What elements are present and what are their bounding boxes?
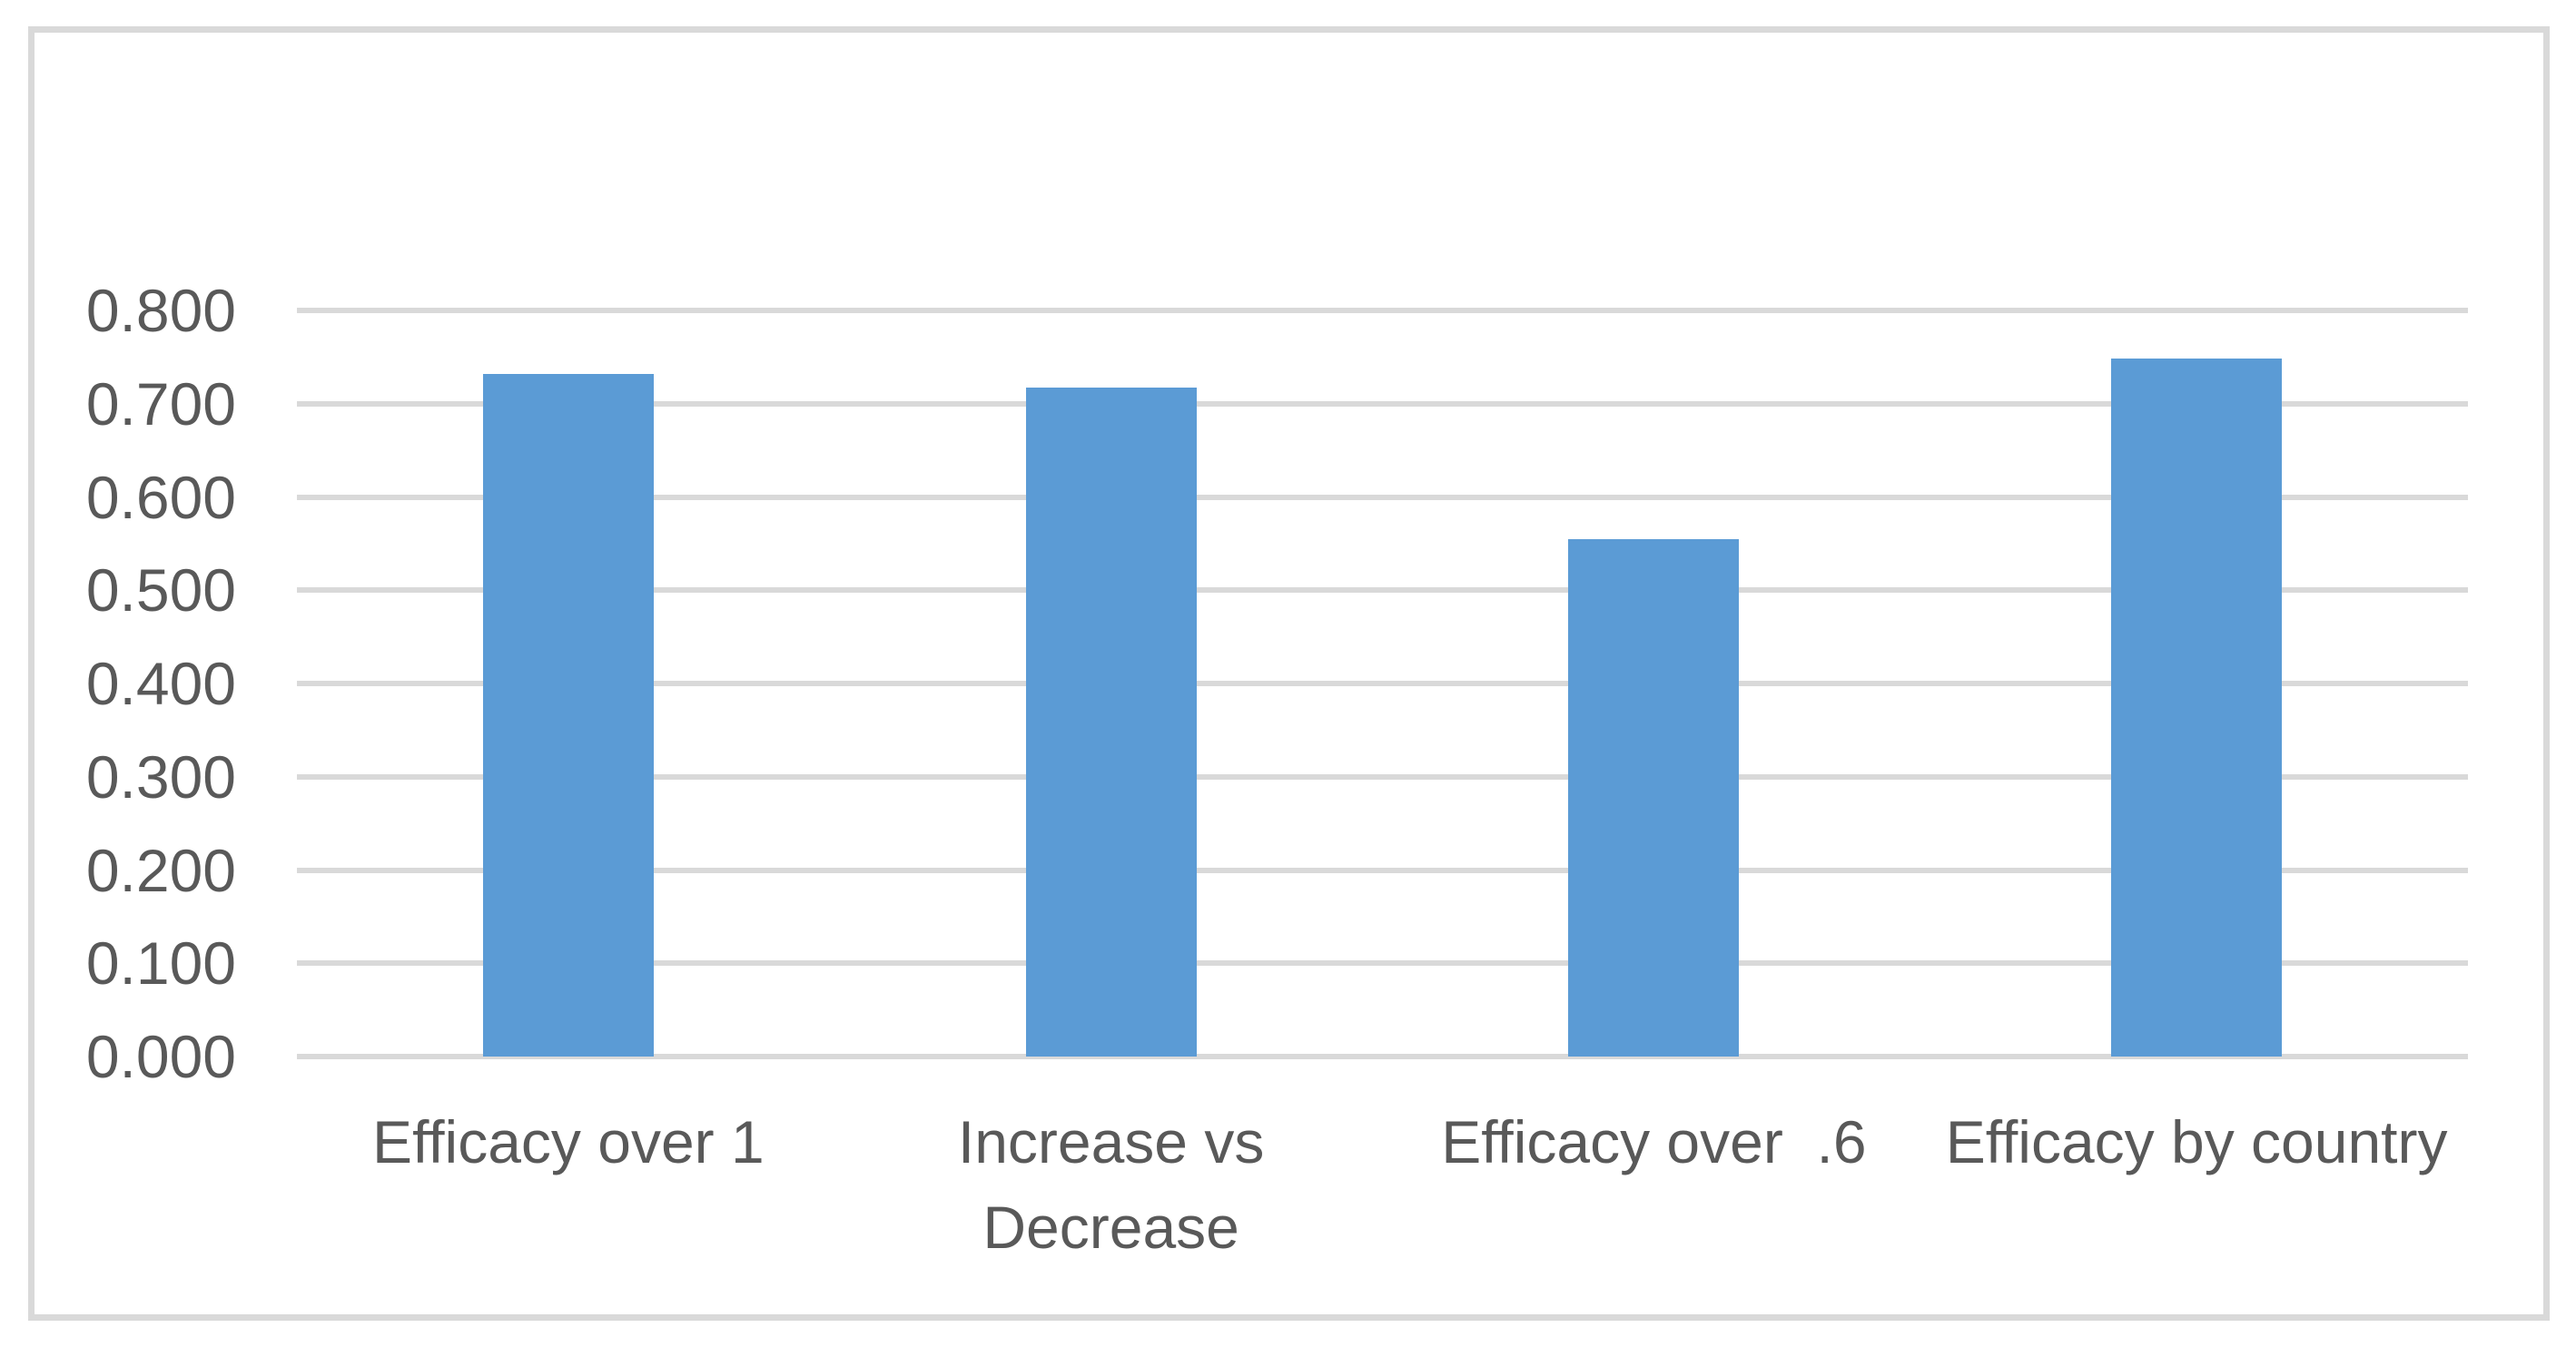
gridline bbox=[297, 681, 2468, 686]
bar bbox=[1568, 538, 1740, 1057]
y-axis-tick-label: 0.700 bbox=[85, 369, 236, 438]
gridline bbox=[297, 773, 2468, 780]
bar bbox=[482, 373, 654, 1057]
gridline bbox=[297, 400, 2468, 407]
y-axis-tick-label: 0.200 bbox=[85, 836, 236, 904]
y-axis-tick-label: 0.600 bbox=[85, 463, 236, 531]
y-axis-tick-label: 0.400 bbox=[85, 650, 236, 717]
y-axis-tick-label: 0.800 bbox=[85, 277, 236, 344]
y-axis-tick-label: 0.500 bbox=[85, 556, 236, 624]
x-axis-category-label: Increase vs Decrease bbox=[957, 1108, 1265, 1261]
gridline bbox=[297, 494, 2468, 500]
bar bbox=[2111, 359, 2283, 1057]
x-axis-category-label: Efficacy over 1 bbox=[372, 1108, 765, 1175]
x-axis-category-label: Efficacy by country bbox=[1945, 1108, 2448, 1175]
gridline bbox=[297, 867, 2468, 873]
bar bbox=[1025, 388, 1197, 1057]
gridline bbox=[297, 308, 2468, 313]
x-axis-category-label: Efficacy over .6 bbox=[1441, 1108, 1867, 1175]
y-axis-tick-label: 0.300 bbox=[85, 742, 236, 811]
gridline bbox=[297, 587, 2468, 594]
gridline bbox=[297, 1054, 2468, 1059]
y-axis-tick-label: 0.100 bbox=[85, 929, 236, 998]
gridline bbox=[297, 960, 2468, 967]
y-axis-tick-label: 0.000 bbox=[85, 1023, 236, 1090]
